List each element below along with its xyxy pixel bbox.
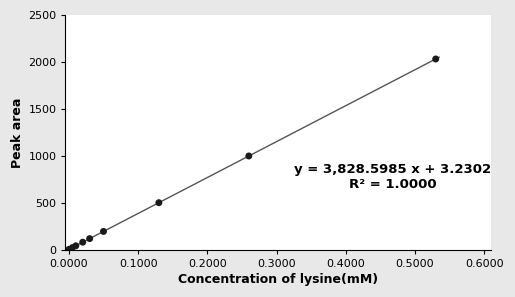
Text: y = 3,828.5985 x + 3.2302
R² = 1.0000: y = 3,828.5985 x + 3.2302 R² = 1.0000 <box>294 162 491 190</box>
Point <box>68 245 76 250</box>
Point <box>85 236 94 241</box>
Point <box>65 247 73 252</box>
Point <box>79 240 87 245</box>
Point <box>245 154 253 158</box>
X-axis label: Concentration of lysine(mM): Concentration of lysine(mM) <box>178 273 379 286</box>
Y-axis label: Peak area: Peak area <box>11 97 24 168</box>
Point <box>432 57 440 61</box>
Point <box>154 200 163 205</box>
Point <box>72 244 80 248</box>
Point <box>99 229 108 234</box>
